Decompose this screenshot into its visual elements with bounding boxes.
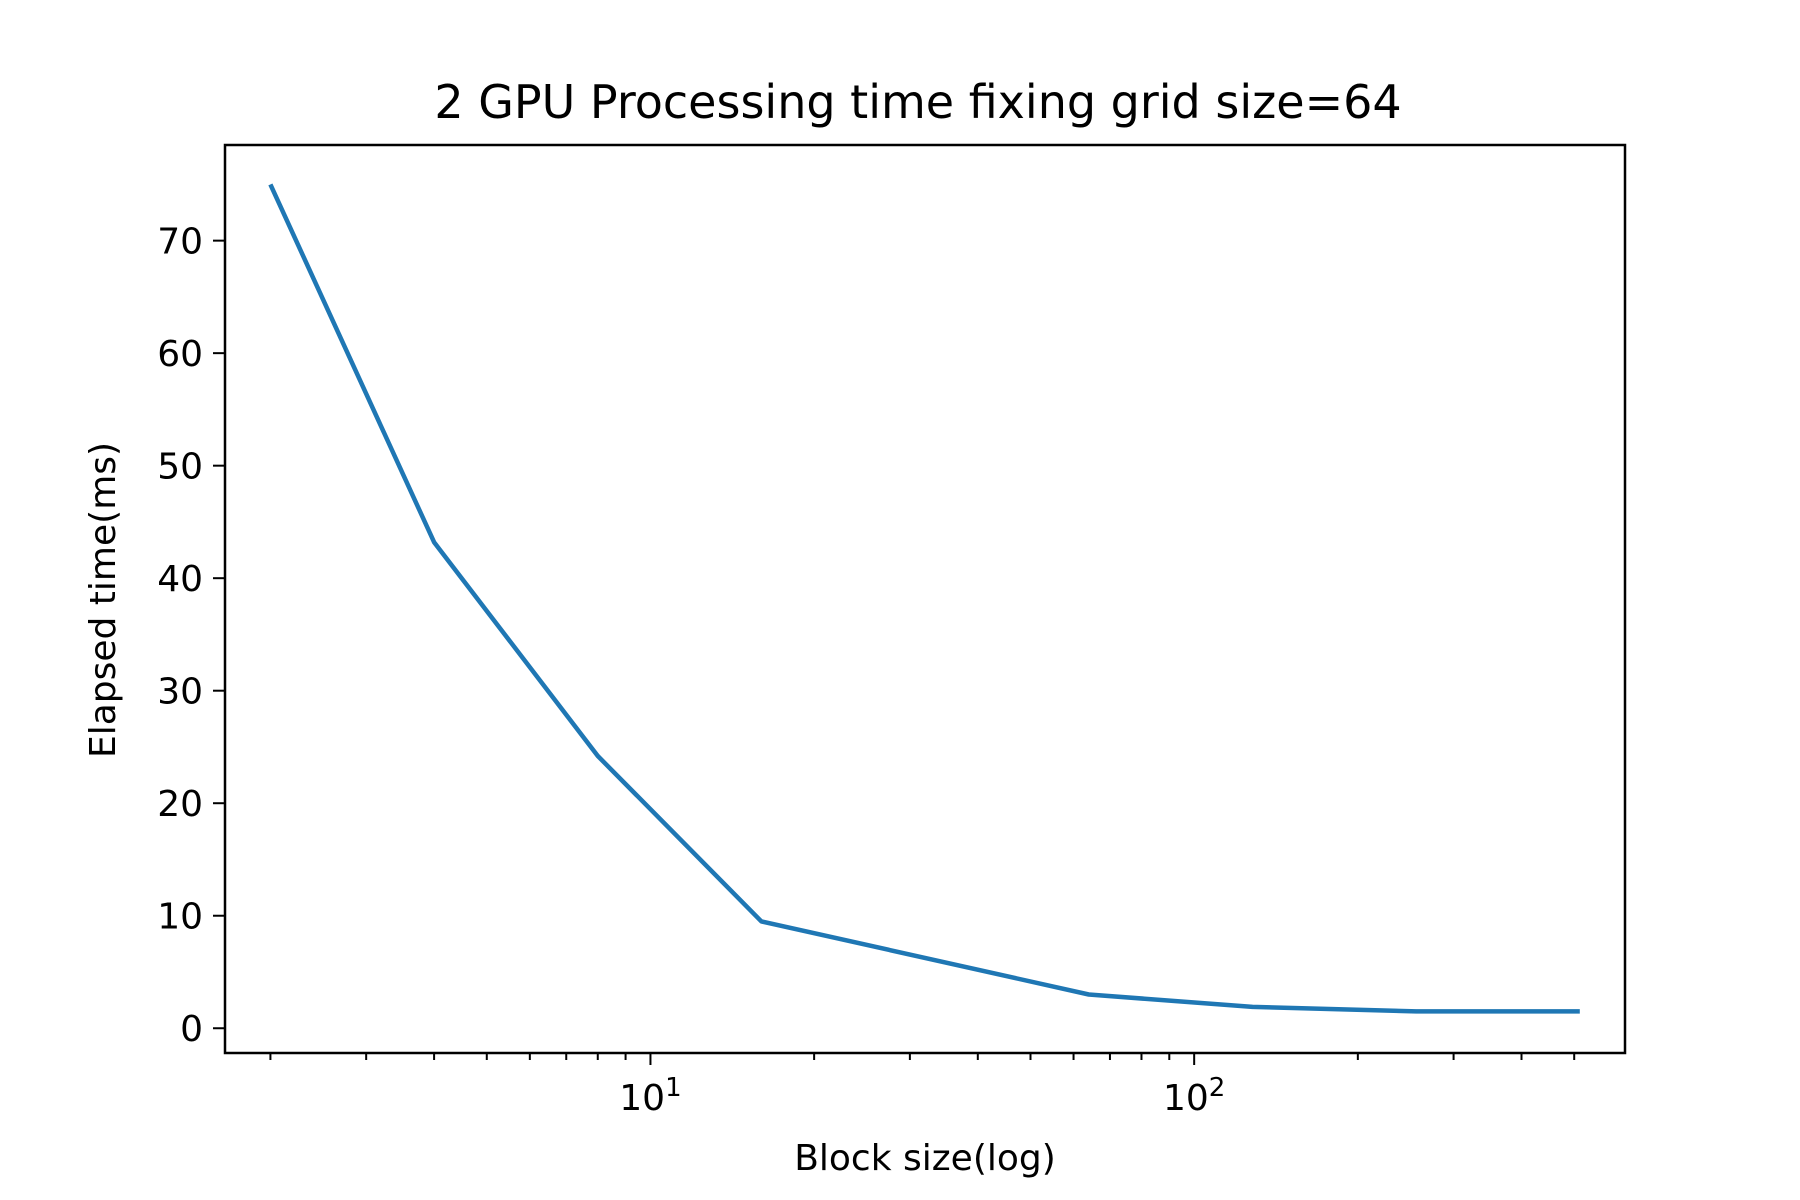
y-tick-label: 10	[157, 897, 203, 938]
series-line	[268, 183, 1580, 1014]
y-tick-label: 40	[157, 559, 203, 600]
y-tick-label: 0	[180, 1009, 203, 1050]
x-tick-label: 102	[1163, 1073, 1225, 1119]
plot-frame	[223, 143, 1627, 1055]
x-tick-label-base: 10	[1163, 1078, 1209, 1119]
series-layer	[268, 183, 1580, 1014]
x-tick-label: 101	[619, 1073, 681, 1119]
x-tick-label-exponent: 1	[665, 1073, 682, 1103]
y-tick-label: 30	[157, 672, 203, 713]
y-tick-label: 70	[157, 222, 203, 263]
x-axis-label: Block size(log)	[794, 1138, 1056, 1179]
x-axis: 101 102	[269, 1053, 1576, 1119]
y-tick-label: 60	[157, 334, 203, 375]
y-axis: 0 10 20 30 40 50 60 70	[157, 222, 225, 1050]
x-tick-label-exponent: 2	[1209, 1073, 1226, 1103]
y-tick-label: 20	[157, 784, 203, 825]
y-axis-label: Elapsed time(ms)	[83, 442, 124, 758]
x-tick-label-base: 10	[619, 1078, 665, 1119]
chart-title: 2 GPU Processing time fixing grid size=6…	[434, 75, 1401, 129]
y-tick-label: 50	[157, 447, 203, 488]
